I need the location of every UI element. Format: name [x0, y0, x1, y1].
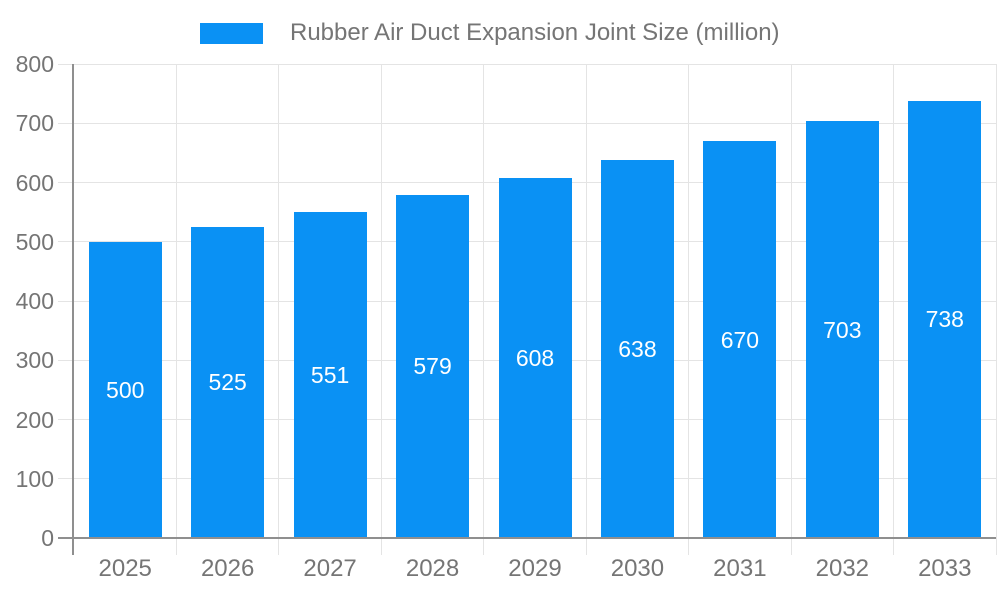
x-tick	[688, 538, 690, 555]
x-gridline	[688, 64, 690, 538]
legend-series-label: Rubber Air Duct Expansion Joint Size (mi…	[290, 19, 780, 46]
y-tick	[58, 478, 74, 480]
bar-value-label: 579	[413, 353, 452, 380]
y-axis-tick-label: 800	[15, 51, 54, 77]
x-axis-tick-label-2028: 2028	[405, 555, 460, 582]
x-axis-tick-label-2033: 2033	[918, 555, 972, 582]
x-tick	[995, 538, 997, 555]
y-gridline	[74, 63, 996, 65]
y-tick	[58, 63, 74, 65]
y-tick	[58, 359, 74, 361]
bar-value-label: 500	[106, 376, 145, 403]
bar-value-label: 551	[310, 361, 350, 388]
x-tick	[175, 538, 177, 555]
y-axis-tick-label: 400	[15, 288, 54, 314]
x-gridline	[893, 64, 895, 538]
bar-2025: 500	[88, 241, 162, 538]
x-gridline	[175, 64, 177, 538]
x-axis-line	[58, 537, 996, 539]
y-axis-tick-label: 700	[15, 110, 54, 137]
y-axis-tick-label: 500	[15, 228, 54, 255]
y-tick	[58, 419, 74, 420]
x-axis-tick-label-2030: 2030	[610, 555, 665, 582]
bar-2027: 551	[293, 211, 367, 538]
x-axis-tick-label-2032: 2032	[815, 555, 870, 582]
bar-2026: 525	[191, 226, 265, 538]
x-gridline	[380, 64, 382, 538]
legend-color-swatch	[200, 22, 263, 44]
x-axis-tick-label-2027: 2027	[303, 555, 357, 582]
x-tick	[893, 538, 895, 555]
bar-2029: 608	[498, 177, 572, 538]
x-gridline	[790, 64, 792, 538]
x-axis-tick-label-2026: 2026	[200, 555, 255, 582]
y-gridline	[74, 122, 996, 124]
bar-value-label: 703	[823, 316, 862, 343]
bar-value-label: 638	[618, 335, 657, 362]
bar-2031: 670	[703, 141, 777, 538]
x-tick	[380, 538, 382, 555]
bar-2033: 738	[908, 100, 982, 538]
chart-legend: Rubber Air Duct Expansion Joint Size (mi…	[200, 21, 780, 45]
bar-value-label: 670	[720, 326, 760, 353]
x-gridline	[995, 64, 997, 538]
bar-value-label: 525	[208, 369, 247, 396]
x-axis-tick-label-2025: 2025	[98, 555, 152, 582]
x-gridline	[278, 64, 280, 538]
bar-2032: 703	[805, 121, 879, 538]
y-axis-tick-label: 300	[15, 347, 54, 374]
x-tick	[278, 538, 280, 555]
y-tick	[58, 241, 74, 243]
y-axis-line	[72, 64, 74, 555]
y-tick	[58, 122, 74, 124]
x-gridline	[585, 64, 587, 538]
y-axis-tick-label: 600	[15, 169, 54, 196]
x-axis-tick-label-2029: 2029	[508, 555, 562, 582]
y-tick	[58, 300, 74, 302]
x-tick	[790, 538, 792, 555]
y-axis-tick-label: 0	[41, 525, 54, 551]
x-tick	[585, 538, 587, 555]
y-axis-tick-label: 200	[15, 406, 54, 433]
x-axis-tick-label-2031: 2031	[713, 555, 767, 582]
x-gridline	[483, 64, 485, 538]
bar-2030: 638	[600, 159, 674, 538]
y-axis-tick-label: 100	[15, 465, 54, 492]
y-tick	[58, 182, 74, 183]
bar-value-label: 738	[925, 306, 964, 333]
bar-2028: 579	[396, 194, 470, 538]
x-tick	[483, 538, 485, 555]
bar-value-label: 608	[515, 344, 555, 371]
